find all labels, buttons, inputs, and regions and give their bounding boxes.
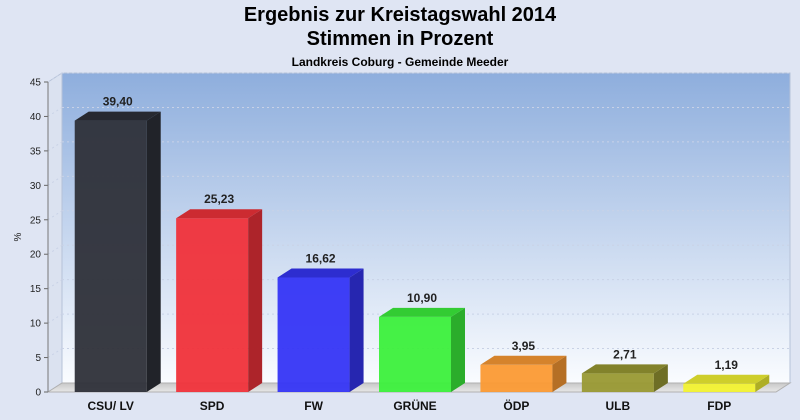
bar-top — [74, 111, 161, 121]
y-tick-label: 5 — [35, 353, 41, 364]
y-tick-label: 10 — [30, 319, 42, 330]
bar-side — [755, 374, 770, 392]
bar-5 — [480, 355, 567, 392]
bar-top — [277, 268, 364, 278]
y-tick-label: 45 — [30, 78, 42, 89]
bar-6 — [581, 364, 668, 392]
y-tick-label: 0 — [35, 388, 41, 399]
plot-left-wall — [47, 72, 63, 393]
y-tick-label: 25 — [30, 215, 42, 226]
bar-value-label: 10,90 — [407, 291, 437, 305]
bar-front — [581, 373, 654, 392]
bar-front — [480, 364, 553, 392]
x-category-label: SPD — [200, 399, 225, 413]
bar-side — [146, 111, 161, 393]
x-category-label: ULB — [606, 399, 631, 413]
bar-value-label: 3,95 — [512, 339, 536, 353]
x-category-label: GRÜNE — [393, 398, 436, 413]
bar-side — [653, 364, 668, 392]
bar-top — [480, 355, 567, 365]
y-axis-label: % — [13, 232, 24, 241]
bar-value-label: 2,71 — [613, 347, 637, 361]
bar-7 — [683, 374, 770, 392]
bar-side — [552, 355, 567, 392]
bar-4 — [379, 307, 465, 392]
bar-front — [277, 277, 350, 392]
bar-2 — [176, 209, 263, 392]
bar-top — [581, 364, 668, 374]
y-tick-label: 30 — [30, 181, 42, 192]
bar-1 — [74, 111, 161, 393]
bar-top — [683, 374, 770, 384]
y-tick-label: 15 — [30, 284, 42, 295]
bar-3 — [277, 268, 364, 392]
bar-top — [176, 209, 263, 219]
bar-side — [248, 209, 263, 392]
chart-title: Ergebnis zur Kreistagswahl 2014 — [243, 4, 557, 26]
chart-caption: Landkreis Coburg - Gemeinde Meeder — [291, 55, 509, 69]
x-category-label: FW — [304, 399, 323, 413]
x-category-label: CSU/ LV — [87, 399, 133, 413]
x-category-label: FDP — [707, 399, 731, 413]
bar-top — [379, 307, 465, 317]
y-tick-label: 40 — [30, 112, 42, 123]
bar-value-label: 16,62 — [306, 252, 336, 266]
bar-front — [176, 218, 249, 392]
bar-side — [349, 268, 364, 392]
bar-side — [451, 307, 465, 392]
bar-front — [379, 316, 451, 392]
bar-front — [74, 120, 147, 393]
chart-subtitle: Stimmen in Prozent — [306, 28, 494, 50]
bar-value-label: 39,40 — [103, 95, 133, 109]
bar-value-label: 1,19 — [715, 358, 739, 372]
y-tick-label: 20 — [30, 250, 42, 261]
y-tick-label: 35 — [30, 146, 42, 157]
bar-front — [683, 383, 756, 392]
x-category-label: ÖDP — [503, 398, 529, 413]
bar-value-label: 25,23 — [204, 192, 234, 206]
